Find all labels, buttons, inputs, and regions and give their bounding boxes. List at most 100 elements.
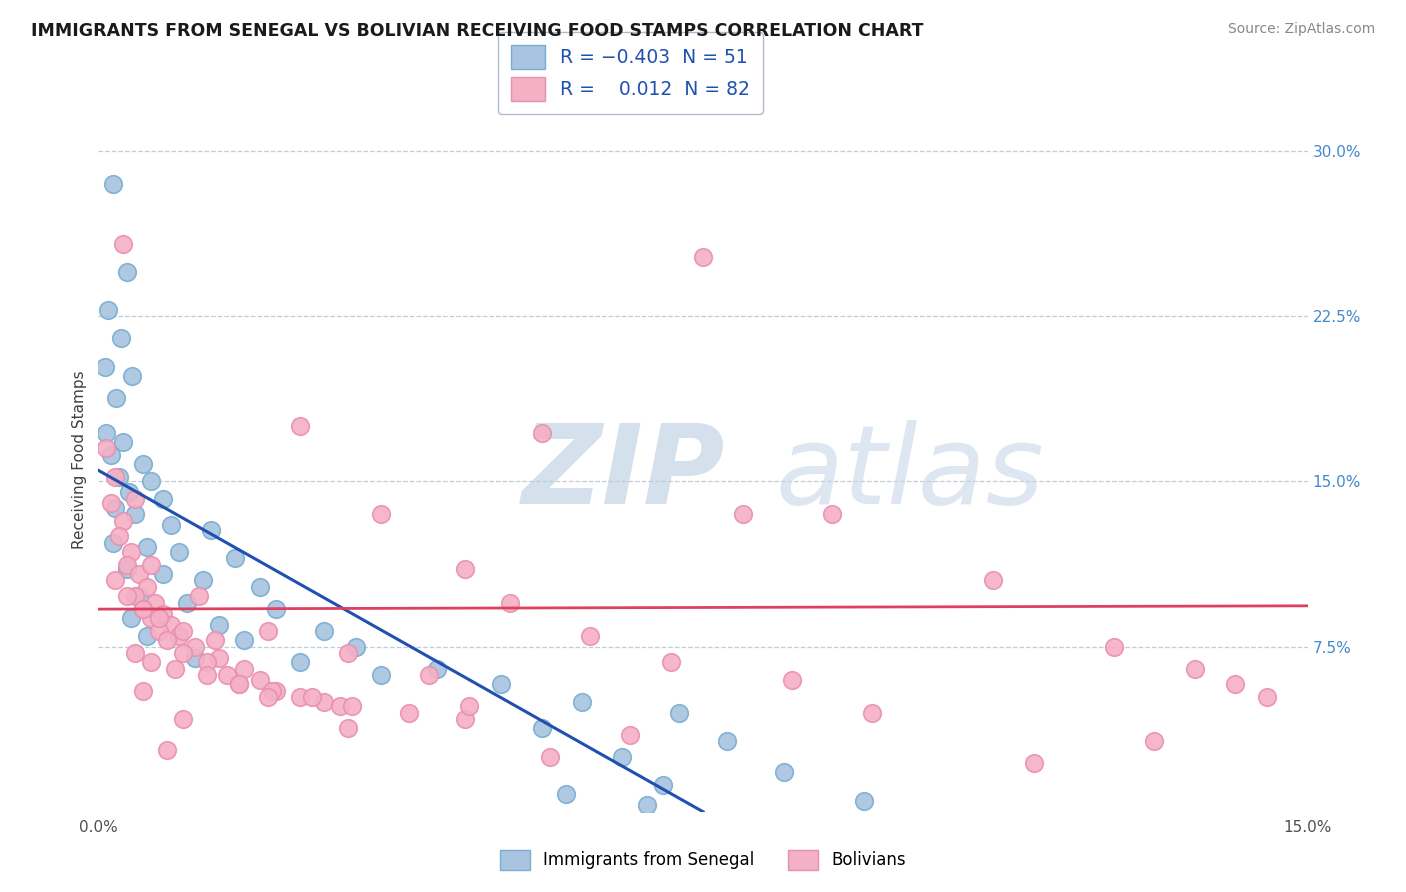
Point xyxy=(96,425,118,440)
Point xyxy=(208,650,231,665)
Point xyxy=(1102,640,1125,654)
Point xyxy=(148,611,170,625)
Point xyxy=(256,690,278,705)
Point xyxy=(232,632,254,647)
Point xyxy=(124,491,146,506)
Point xyxy=(249,673,271,687)
Point xyxy=(249,580,271,594)
Point xyxy=(163,662,186,676)
Point xyxy=(120,611,142,625)
Point xyxy=(172,646,194,660)
Text: IMMIGRANTS FROM SENEGAL VS BOLIVIAN RECEIVING FOOD STAMPS CORRELATION CHART: IMMIGRANTS FROM SENEGAL VS BOLIVIAN RECE… xyxy=(31,22,924,40)
Point xyxy=(370,668,392,682)
Point xyxy=(188,589,211,603)
Y-axis label: Receiving Food Stamps: Receiving Food Stamps xyxy=(72,370,87,549)
Point xyxy=(152,566,174,581)
Point xyxy=(498,595,520,609)
Point xyxy=(115,589,138,603)
Point xyxy=(115,558,138,573)
Point xyxy=(124,589,146,603)
Point xyxy=(454,712,477,726)
Point xyxy=(426,662,449,676)
Point xyxy=(132,602,155,616)
Point xyxy=(97,302,120,317)
Point xyxy=(160,518,183,533)
Point xyxy=(1143,734,1166,748)
Point xyxy=(612,749,634,764)
Point xyxy=(398,706,420,720)
Point xyxy=(115,562,138,576)
Point xyxy=(94,359,117,374)
Point xyxy=(659,655,682,669)
Point xyxy=(167,545,190,559)
Point xyxy=(105,391,128,405)
Point xyxy=(651,778,673,792)
Point xyxy=(103,574,125,588)
Point xyxy=(288,655,311,669)
Point xyxy=(101,177,124,191)
Point xyxy=(337,646,360,660)
Point xyxy=(132,683,155,698)
Point xyxy=(124,646,146,660)
Point xyxy=(101,536,124,550)
Point xyxy=(1184,662,1206,676)
Point xyxy=(143,595,166,609)
Point xyxy=(256,624,278,639)
Point xyxy=(200,523,222,537)
Point xyxy=(110,331,132,345)
Point xyxy=(107,529,129,543)
Point xyxy=(100,448,122,462)
Point xyxy=(668,706,690,720)
Point xyxy=(772,765,794,780)
Point xyxy=(160,617,183,632)
Legend: R = −0.403  N = 51, R =    0.012  N = 82: R = −0.403 N = 51, R = 0.012 N = 82 xyxy=(498,32,763,114)
Point xyxy=(232,662,254,676)
Point xyxy=(103,470,125,484)
Point xyxy=(96,442,118,456)
Point xyxy=(167,628,190,642)
Point xyxy=(132,602,155,616)
Point xyxy=(217,668,239,682)
Text: Source: ZipAtlas.com: Source: ZipAtlas.com xyxy=(1227,22,1375,37)
Point xyxy=(156,632,179,647)
Point xyxy=(288,419,311,434)
Point xyxy=(301,690,323,705)
Point xyxy=(184,650,207,665)
Point xyxy=(314,695,336,709)
Point xyxy=(132,457,155,471)
Point xyxy=(208,617,231,632)
Point xyxy=(1256,690,1278,705)
Point xyxy=(195,655,218,669)
Point xyxy=(139,558,162,573)
Point xyxy=(860,706,883,720)
Point xyxy=(148,624,170,639)
Point xyxy=(111,236,134,251)
Point xyxy=(228,677,250,691)
Point xyxy=(139,475,162,489)
Point xyxy=(120,545,142,559)
Point xyxy=(100,496,122,510)
Point xyxy=(111,514,134,528)
Point xyxy=(579,628,602,642)
Point xyxy=(139,611,162,625)
Point xyxy=(538,749,561,764)
Point xyxy=(342,699,364,714)
Point xyxy=(530,425,553,440)
Point xyxy=(107,470,129,484)
Point xyxy=(152,491,174,506)
Point xyxy=(370,508,392,522)
Point xyxy=(1223,677,1246,691)
Point xyxy=(193,574,215,588)
Point xyxy=(491,677,513,691)
Point xyxy=(337,721,360,735)
Point xyxy=(135,541,157,555)
Point xyxy=(124,508,146,522)
Point xyxy=(981,574,1004,588)
Point xyxy=(156,743,179,757)
Point xyxy=(821,508,844,522)
Point xyxy=(329,699,352,714)
Point xyxy=(121,368,143,383)
Point xyxy=(458,699,481,714)
Point xyxy=(195,668,218,682)
Point xyxy=(152,607,174,621)
